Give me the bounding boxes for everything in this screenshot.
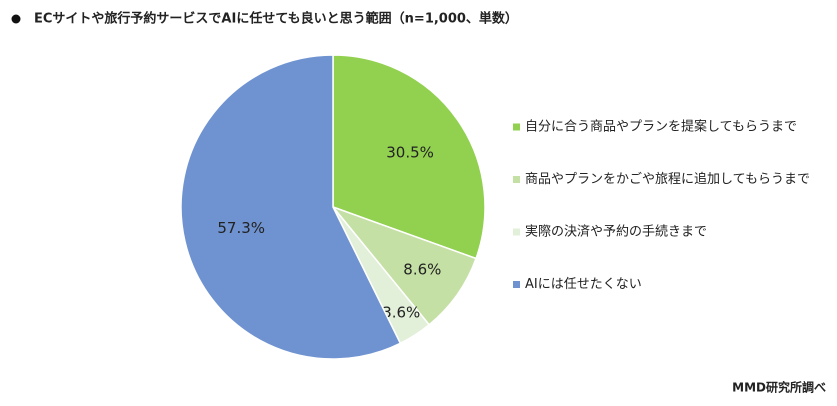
legend-label: 自分に合う商品やプランを提案してもらうまで [525, 119, 797, 135]
legend-label: 実際の決済や予約の手続きまで [525, 224, 707, 240]
title-bullet [11, 14, 21, 24]
legend-swatch [513, 123, 520, 131]
legend-label: 商品やプランをかごや旅程に追加してもらうまで [525, 171, 810, 187]
pie-slice [332, 54, 486, 260]
legend-swatch [513, 176, 520, 183]
data-label: 30.5% [386, 143, 434, 161]
legend-label: AIには任せたくない [525, 277, 642, 292]
chart-title: ECサイトや旅行予約サービスでAIに任せても良いと思う範囲（n=1,000、単数… [34, 11, 518, 27]
pie-slice [180, 54, 402, 360]
data-label: 8.6% [403, 261, 441, 279]
source: MMD研究所調べ [732, 380, 826, 395]
legend-swatch [513, 281, 520, 288]
legend-swatch [513, 228, 520, 236]
data-label: 57.3% [217, 219, 265, 237]
data-label: 3.6% [382, 304, 420, 322]
